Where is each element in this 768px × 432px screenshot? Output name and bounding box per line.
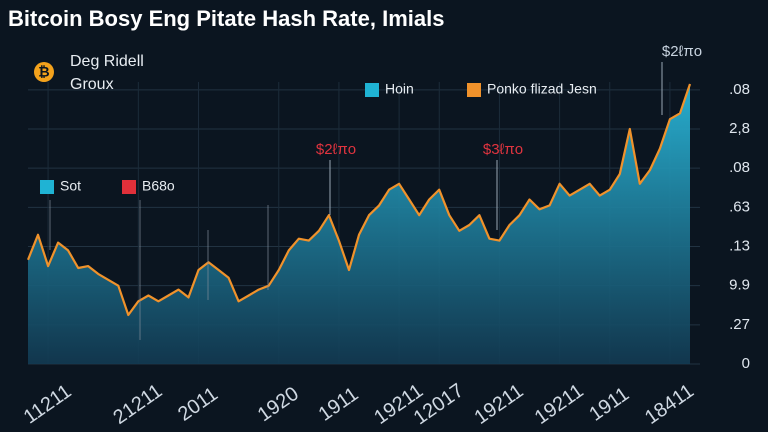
y-tick-label: .08: [729, 159, 750, 176]
y-tick-label: 2,8: [729, 120, 750, 137]
legend-swatch: [40, 180, 54, 194]
annotation: $2ℓπo: [662, 43, 702, 60]
y-tick-label: .63: [729, 198, 750, 215]
y-tick-label: .08: [729, 81, 750, 98]
y-tick-label: 9.9: [729, 277, 750, 294]
chart-title: Bitcoin Bosy Eng Pitate Hash Rate, Imial…: [8, 6, 444, 31]
legend-swatch: [122, 180, 136, 194]
line: [26, 83, 692, 317]
legend-label: Sot: [60, 178, 81, 194]
subtitle: Groux: [70, 76, 114, 93]
area: [28, 84, 690, 364]
y-tick-label: .27: [729, 316, 750, 333]
bitcoin-symbol: ₿: [38, 64, 49, 80]
legend-label: B68o: [142, 178, 175, 194]
bitcoin-icon: [34, 62, 54, 82]
legend-label: Hoin: [385, 81, 414, 97]
legend-swatch: [467, 83, 481, 97]
legend-swatch: [365, 83, 379, 97]
annotation: $3ℓπo: [483, 141, 523, 158]
y-tick-label: .13: [729, 237, 750, 254]
subtitle: Deg Ridell: [70, 53, 144, 70]
legend-label: Ponko flizad Jesn: [487, 81, 597, 97]
y-tick-label: 0: [742, 355, 750, 372]
annotation: $2ℓπo: [316, 141, 356, 158]
